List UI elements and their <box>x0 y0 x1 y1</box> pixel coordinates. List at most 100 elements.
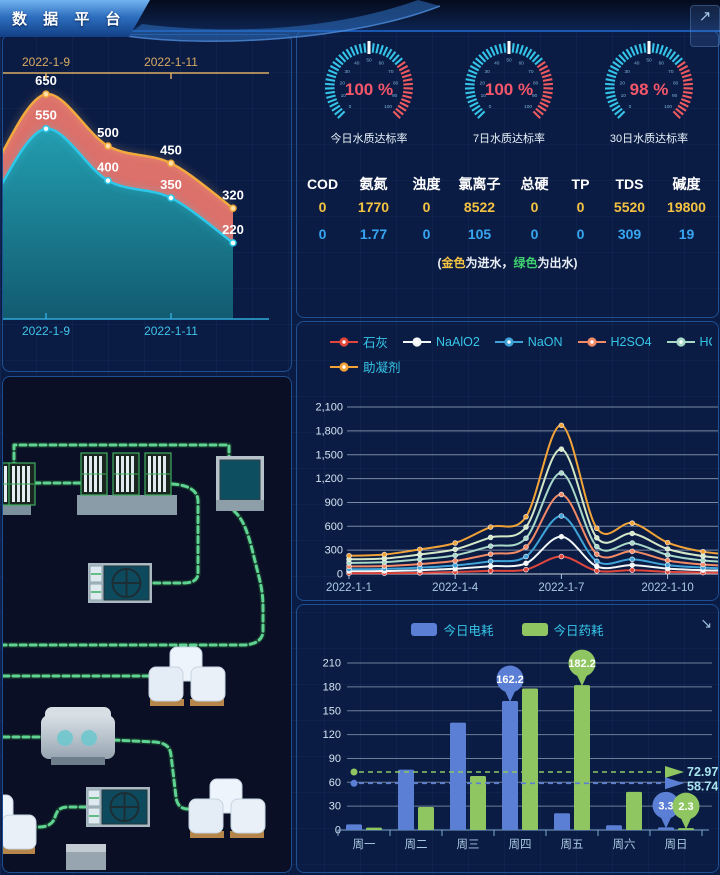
svg-text:10: 10 <box>621 93 627 99</box>
value-pin-今日电耗: 3.3 <box>652 791 680 829</box>
column-header: 氨氮 <box>359 175 388 192</box>
facility-3d-panel <box>2 376 292 873</box>
y-axis-label: 90 <box>329 753 341 765</box>
svg-text:3.3: 3.3 <box>658 800 673 812</box>
quality-gauge: 0 10 20 30 40 50 60 70 80 90 100 100 % 7日水质达标率 <box>439 37 579 146</box>
svg-text:100: 100 <box>664 104 672 110</box>
membrane-rack-station <box>77 452 177 515</box>
svg-text:80: 80 <box>673 80 679 86</box>
table-cell-inlet: 1770 <box>357 199 390 215</box>
footnote-segment: 金色 <box>441 256 466 270</box>
y-axis-label: 60 <box>329 777 341 789</box>
gauge-label: 30日水质达标率 <box>609 133 689 145</box>
reference-line-label: 58.74 <box>687 779 718 793</box>
legend-marker-icon <box>494 336 523 347</box>
svg-text:40: 40 <box>354 61 360 67</box>
bar-今日药耗-周五 <box>574 685 590 830</box>
y-axis-label: 150 <box>323 705 341 717</box>
facility-3d-view <box>3 377 291 870</box>
svg-text:162.2: 162.2 <box>496 674 524 686</box>
table-cell-outlet: 0 <box>422 226 431 242</box>
svg-text:182.2: 182.2 <box>568 658 596 670</box>
column-header: TP <box>571 175 590 192</box>
bar-今日电耗-周三 <box>450 722 466 830</box>
svg-text:50: 50 <box>646 58 652 64</box>
table-cell-outlet: 105 <box>467 226 492 242</box>
series-line-石灰 <box>348 555 718 575</box>
legend-item-今日电耗[interactable]: 今日电耗 <box>411 617 494 641</box>
gauge-value: 98 % <box>630 80 669 99</box>
gauge-value: 100 % <box>345 80 393 99</box>
svg-text:60: 60 <box>659 61 665 67</box>
chemical-bags <box>148 646 226 707</box>
table-cell-inlet: 0 <box>422 199 431 215</box>
y-axis-label: 180 <box>323 681 341 693</box>
x-axis-label: 周一 <box>353 838 376 851</box>
legend-swatch-icon <box>411 622 438 636</box>
svg-text:2.3: 2.3 <box>678 801 693 813</box>
x-axis-label: 2022-1-7 <box>538 582 584 594</box>
svg-text:60: 60 <box>519 61 525 67</box>
bar-今日药耗-周二 <box>418 806 434 830</box>
membrane-rack-left <box>3 462 36 515</box>
value-pin-今日电耗: 162.2 <box>496 665 524 703</box>
table-cell-inlet: 19800 <box>667 199 706 215</box>
svg-text:80: 80 <box>393 80 399 86</box>
legend-item-H2SO4[interactable]: H2SO4 <box>577 335 652 349</box>
bar-今日电耗-周五 <box>554 813 570 830</box>
clarifier-unit-2 <box>85 786 151 828</box>
legend-item-石灰[interactable]: 石灰 <box>329 332 388 351</box>
dosing-legend: 石灰NaAlO2NaONH2SO4HCLNaCLO助凝剂 <box>297 322 718 390</box>
table-cell-inlet: 5520 <box>613 199 646 215</box>
consumption-legend: 今日电耗 今日药耗 <box>297 605 718 641</box>
legend-item-NaON[interactable]: NaON <box>494 335 563 349</box>
svg-text:10: 10 <box>341 93 347 99</box>
svg-text:70: 70 <box>668 69 674 75</box>
legend-item-助凝剂[interactable]: 助凝剂 <box>329 357 401 376</box>
clarifier-unit <box>87 562 153 604</box>
legend-label: 今日药耗 <box>553 623 604 638</box>
legend-label: 助凝剂 <box>363 361 401 375</box>
x-axis-label: 周二 <box>405 838 428 851</box>
consumption-bar-chart: 3060901201501802100周一周二周三周四周五周六周日72.9758… <box>323 649 718 851</box>
footnote-segment: 为进水， <box>465 256 514 270</box>
expand-arrow-icon[interactable]: ↘ <box>700 615 712 631</box>
table-cell-inlet: 8522 <box>463 199 496 215</box>
quality-gauge: 0 10 20 30 40 50 60 70 80 90 100 98 % 30日水质达标率 <box>579 37 719 146</box>
point-label: 320 <box>222 187 244 202</box>
x-axis-label: 2022-1-4 <box>432 582 479 594</box>
x-axis-label: 周日 <box>665 838 688 851</box>
legend-label: 石灰 <box>363 336 389 350</box>
legend-item-NaAlO2[interactable]: NaAlO2 <box>402 335 480 349</box>
legend-label: H2SO4 <box>610 334 652 349</box>
svg-text:100: 100 <box>524 104 532 110</box>
svg-text:50: 50 <box>506 58 512 64</box>
legend-item-今日药耗[interactable]: 今日药耗 <box>521 617 604 641</box>
svg-text:20: 20 <box>340 80 346 86</box>
svg-text:70: 70 <box>528 69 534 75</box>
y-axis-label: 1,800 <box>315 425 343 437</box>
chemical-dosing-line-chart: 0 300 600 900 1,200 1,500 1,800 2,100 2022-1-1 20… <box>315 402 718 594</box>
legend-marker-icon <box>577 336 606 347</box>
y-axis-label: 900 <box>325 497 343 509</box>
legend-item-HCL[interactable]: HCL <box>666 335 712 349</box>
expand-arrow-icon[interactable]: ↗ <box>698 8 712 25</box>
header-swoosh-decoration <box>125 0 441 42</box>
x-axis-label: 2022-1-11 <box>144 324 198 338</box>
legend-swatch-icon <box>521 622 548 636</box>
series-line-NaAlO2 <box>348 535 718 573</box>
bar-今日电耗-周日 <box>658 827 674 830</box>
svg-text:30: 30 <box>484 69 490 75</box>
flow-trend-panel: 650 500 450 320 550 400 350 220 2022-1-9 2022-1-1… <box>2 34 292 372</box>
bar-今日药耗-周六 <box>626 791 642 830</box>
point-label: 500 <box>97 125 119 140</box>
table-cell-outlet: 0 <box>576 226 585 242</box>
chemical-bags <box>188 778 266 839</box>
y-axis-label: 30 <box>329 801 341 813</box>
top-axis-label: 2022-1-11 <box>144 55 198 69</box>
bar-今日电耗-周六 <box>606 825 622 830</box>
legend-label: 今日电耗 <box>443 623 494 638</box>
y-axis-label: 300 <box>325 545 343 557</box>
column-header: 浊度 <box>412 175 441 192</box>
